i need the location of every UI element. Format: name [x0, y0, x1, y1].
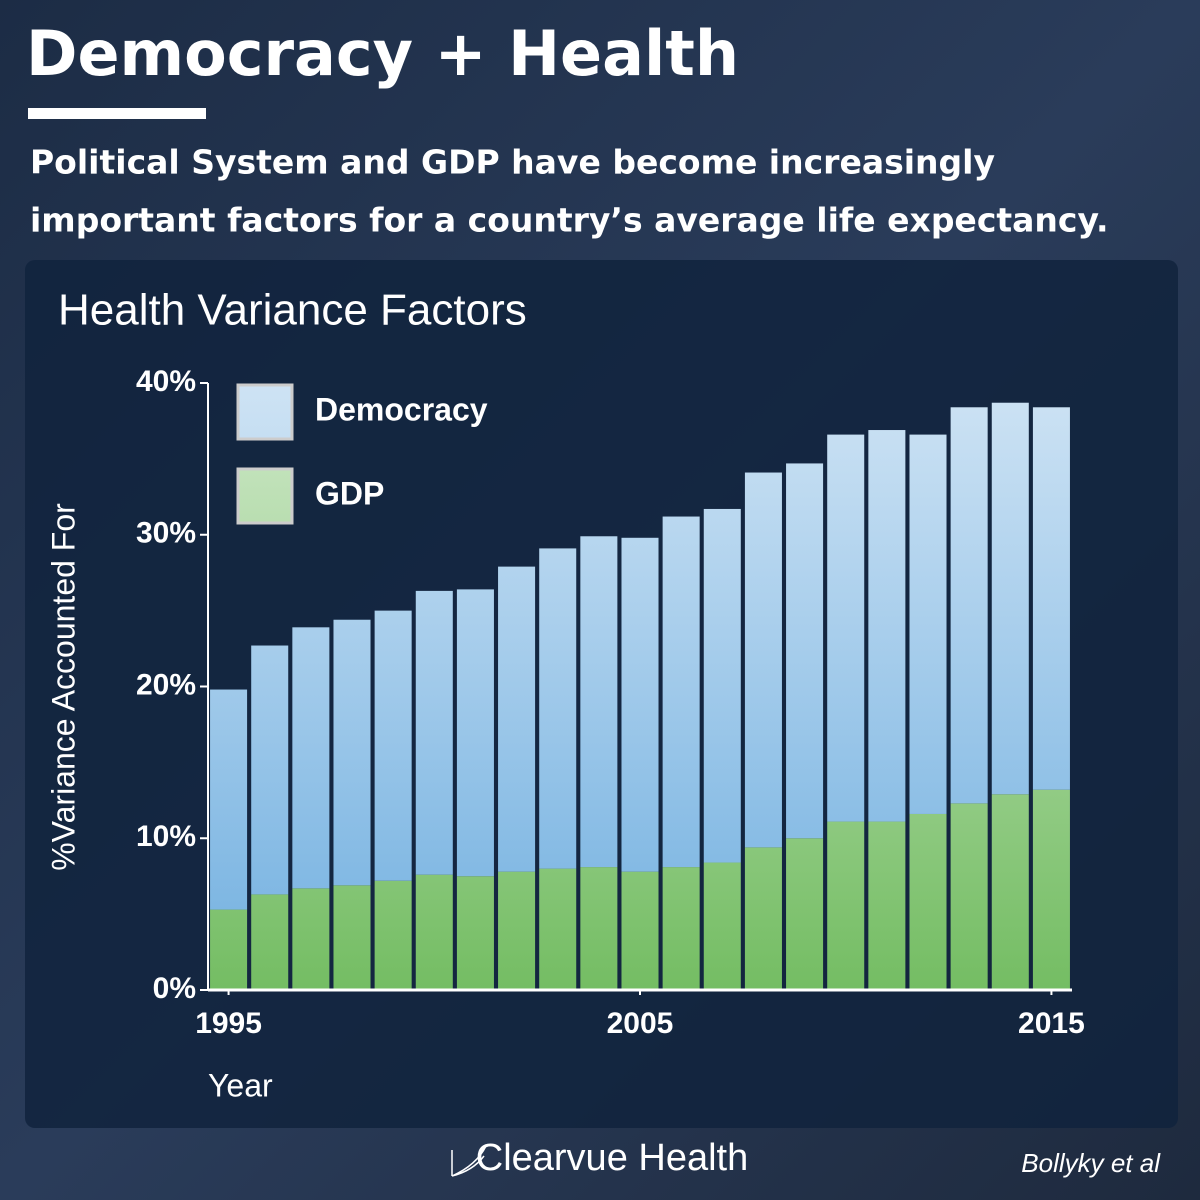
bar-segment — [909, 434, 947, 814]
bar-segment — [1032, 407, 1070, 790]
bar-segment — [415, 590, 453, 875]
bar-segment — [786, 838, 824, 990]
bar-segment — [374, 880, 412, 990]
legend-label: GDP — [315, 475, 384, 511]
bar-segment — [539, 868, 577, 990]
bar-segment — [1032, 789, 1070, 990]
brand: Clearvue Health — [476, 1137, 748, 1179]
bar-segment — [292, 888, 330, 990]
bar-segment — [539, 548, 577, 869]
y-tick-label: 0% — [153, 972, 196, 1005]
bar-segment — [827, 821, 865, 990]
bar-segment — [210, 909, 248, 990]
y-axis-label: %Variance Accounted For — [45, 503, 81, 871]
bar-segment — [950, 803, 988, 990]
header-title: Democracy + Health — [26, 17, 739, 90]
bar-segment — [333, 619, 371, 886]
bar-segment — [580, 536, 618, 868]
x-tick-label: 2015 — [1018, 1007, 1085, 1040]
bar-segment — [703, 508, 741, 863]
title-underline — [28, 108, 206, 119]
legend-swatch — [236, 383, 294, 441]
bar-segment — [251, 645, 289, 895]
bar-segment — [662, 516, 700, 868]
bar-segment — [251, 894, 289, 990]
bar-segment — [456, 589, 494, 877]
subtitle-line: important factors for a country’s averag… — [30, 201, 1109, 240]
bar-segment — [210, 689, 248, 910]
bar-segment — [868, 430, 906, 822]
bar-segment — [456, 876, 494, 990]
chart-title: Health Variance Factors — [58, 286, 527, 335]
bar-segment — [786, 463, 824, 839]
subtitle-line: Political System and GDP have become inc… — [30, 143, 995, 182]
bar-segment — [991, 794, 1029, 990]
bar-segment — [498, 871, 536, 990]
y-tick-label: 30% — [136, 517, 196, 550]
x-axis-label: Year — [208, 1067, 273, 1103]
bar-segment — [703, 862, 741, 990]
bar-segment — [333, 885, 371, 990]
y-tick-label: 40% — [136, 365, 196, 398]
bar-segment — [662, 867, 700, 990]
brand-logo — [451, 1145, 487, 1177]
source: Bollyky et al — [1021, 1148, 1161, 1178]
legend-label: Democracy — [315, 391, 488, 427]
bar-segment — [621, 871, 659, 990]
bar-segment — [950, 407, 988, 804]
legend-swatch — [236, 467, 294, 525]
bar-segment — [498, 566, 536, 872]
bar-segment — [909, 813, 947, 990]
bar-segment — [991, 402, 1029, 795]
x-tick-label: 2005 — [607, 1007, 674, 1040]
x-tick-label: 1995 — [195, 1007, 262, 1040]
plot: 0% 10% 20% 30% 40% 1995 2005 2015 Democracy GDP — [136, 365, 1085, 1040]
bar-segment — [621, 537, 659, 872]
bar-segment — [868, 821, 906, 990]
bar-segment — [374, 610, 412, 881]
bar-segment — [827, 434, 865, 822]
bar-segment — [292, 627, 330, 889]
bar-segment — [744, 472, 782, 848]
y-tick-label: 20% — [136, 668, 196, 701]
bar-segment — [580, 867, 618, 990]
bar-segment — [744, 847, 782, 990]
bar-segment — [415, 874, 453, 990]
y-tick-label: 10% — [136, 820, 196, 853]
